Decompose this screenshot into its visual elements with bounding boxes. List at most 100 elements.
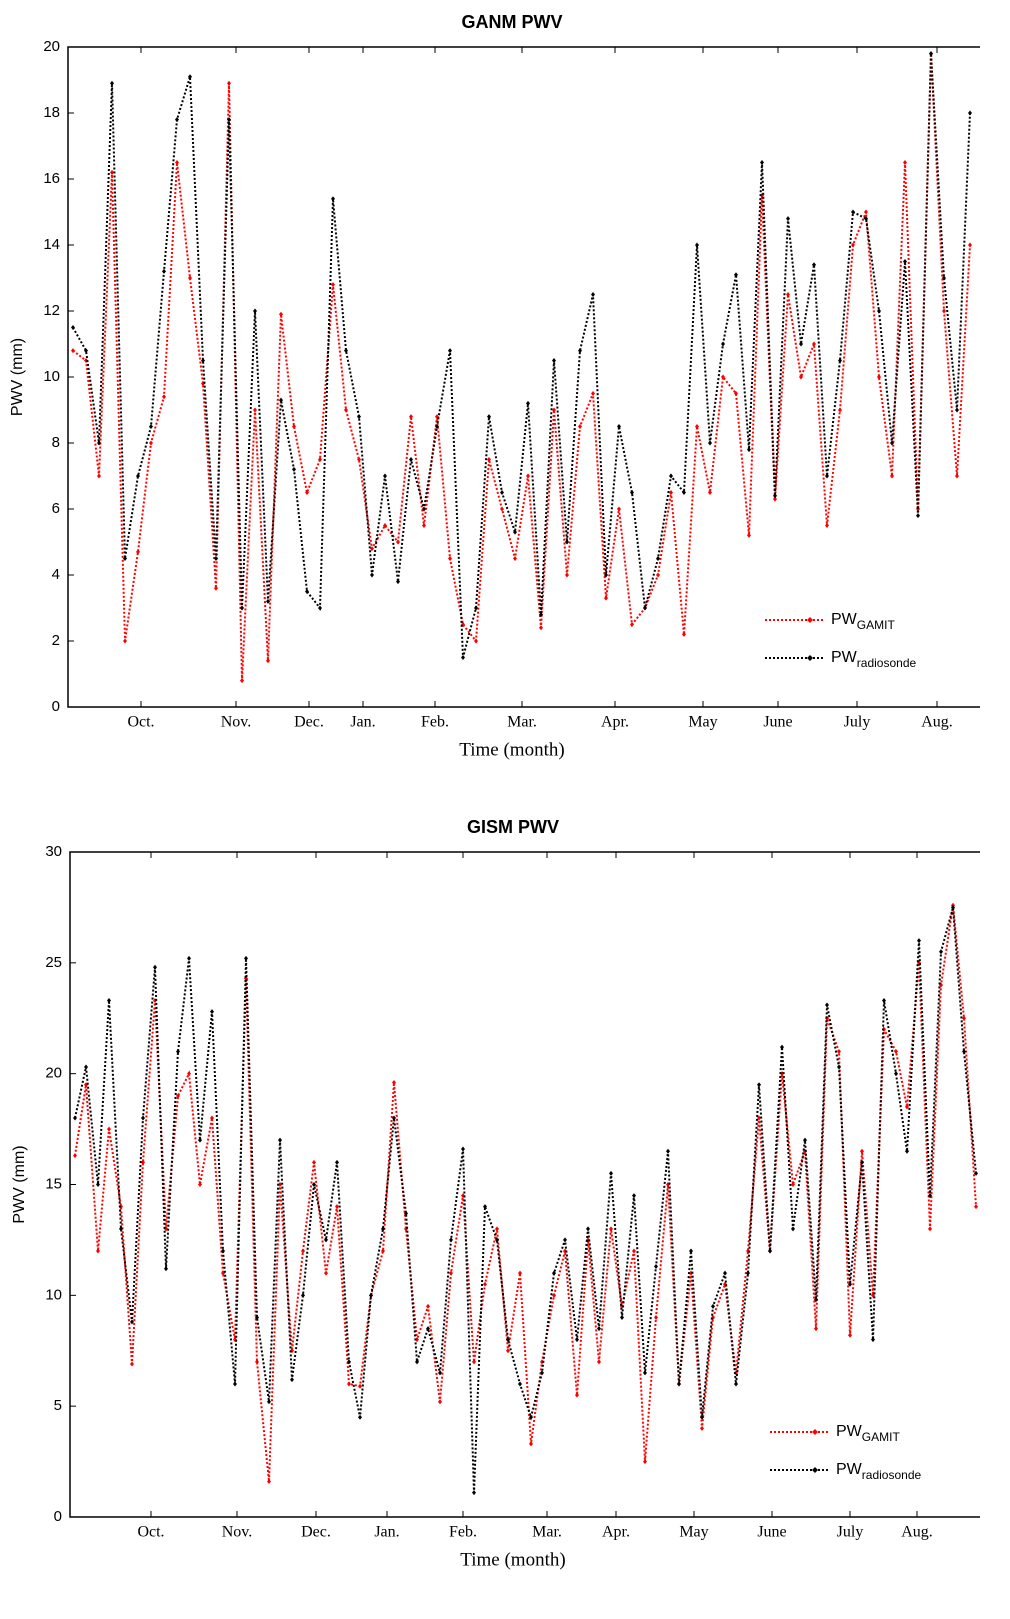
data-point bbox=[369, 1292, 373, 1298]
x-tick-label: July bbox=[837, 1524, 864, 1541]
data-point bbox=[643, 1370, 647, 1376]
data-point bbox=[773, 493, 777, 499]
legend-entry: PWGAMIT bbox=[831, 611, 895, 632]
y-tick-label: 25 bbox=[45, 954, 62, 971]
data-point bbox=[951, 904, 955, 910]
data-point bbox=[267, 1479, 271, 1485]
y-tick-label: 2 bbox=[52, 632, 60, 649]
chart-title: GISM PWV bbox=[467, 817, 559, 837]
data-point bbox=[500, 490, 504, 495]
data-point bbox=[164, 1266, 168, 1272]
data-point bbox=[905, 1148, 909, 1154]
data-point bbox=[422, 506, 426, 512]
data-point bbox=[513, 529, 517, 535]
y-tick-label: 4 bbox=[52, 566, 60, 583]
data-point bbox=[449, 1270, 453, 1276]
data-point bbox=[461, 1146, 465, 1152]
data-point bbox=[415, 1359, 419, 1365]
data-point bbox=[591, 292, 595, 297]
data-point bbox=[331, 282, 335, 288]
y-tick-label: 20 bbox=[45, 1065, 62, 1082]
x-tick-label: Jan. bbox=[374, 1524, 399, 1541]
y-axis-label: PWV (mm) bbox=[9, 338, 26, 416]
data-point bbox=[917, 938, 921, 944]
legend-entry: PWGAMIT bbox=[836, 1423, 900, 1444]
data-point bbox=[746, 1270, 750, 1276]
data-point bbox=[426, 1326, 430, 1332]
data-point bbox=[119, 1204, 123, 1210]
y-tick-label: 8 bbox=[52, 434, 60, 451]
data-point bbox=[483, 1281, 487, 1287]
x-tick-label: Nov. bbox=[221, 714, 252, 731]
x-tick-label: Dec. bbox=[294, 714, 324, 731]
data-point bbox=[882, 998, 886, 1004]
data-point bbox=[617, 506, 621, 512]
data-point bbox=[837, 1064, 841, 1070]
data-point bbox=[448, 348, 452, 354]
data-point bbox=[526, 473, 530, 479]
legend-subscript: radiosonde bbox=[862, 1468, 922, 1482]
data-point bbox=[848, 1281, 852, 1287]
data-point bbox=[227, 117, 231, 123]
data-point bbox=[472, 1359, 476, 1365]
data-point bbox=[539, 625, 543, 631]
legend-name: PW bbox=[831, 611, 858, 628]
data-point bbox=[630, 622, 634, 627]
data-point bbox=[962, 1049, 966, 1054]
y-tick-label: 6 bbox=[52, 500, 60, 517]
data-point bbox=[929, 51, 933, 57]
data-point bbox=[682, 631, 686, 637]
data-point bbox=[305, 490, 309, 495]
data-point bbox=[344, 407, 348, 413]
data-point bbox=[942, 275, 946, 281]
data-point bbox=[84, 348, 88, 354]
legend-subscript: GAMIT bbox=[862, 1430, 901, 1444]
data-point bbox=[747, 532, 751, 538]
data-point bbox=[318, 605, 322, 611]
data-point bbox=[700, 1414, 704, 1420]
data-point bbox=[266, 658, 270, 664]
data-point bbox=[344, 348, 348, 354]
series-line bbox=[72, 53, 971, 658]
data-point bbox=[324, 1237, 328, 1243]
data-point bbox=[472, 1490, 476, 1496]
data-point bbox=[609, 1170, 613, 1176]
data-point bbox=[747, 447, 751, 453]
data-point bbox=[253, 407, 257, 413]
data-point bbox=[780, 1044, 784, 1050]
data-point bbox=[396, 579, 400, 585]
legend-marker bbox=[807, 617, 813, 623]
data-point bbox=[123, 638, 127, 644]
data-point bbox=[292, 466, 296, 472]
x-tick-label: June bbox=[763, 714, 792, 731]
x-tick-label: Mar. bbox=[507, 714, 537, 731]
data-point bbox=[552, 407, 556, 413]
data-point bbox=[894, 1049, 898, 1054]
data-point bbox=[279, 311, 283, 317]
data-point bbox=[689, 1248, 693, 1254]
data-point bbox=[233, 1381, 237, 1387]
data-point bbox=[305, 589, 309, 594]
data-point bbox=[438, 1370, 442, 1376]
data-point bbox=[214, 585, 218, 591]
data-point bbox=[757, 1082, 761, 1088]
data-point bbox=[240, 678, 244, 684]
data-point bbox=[198, 1137, 202, 1143]
data-point bbox=[597, 1326, 601, 1332]
data-point bbox=[448, 556, 452, 561]
data-point bbox=[253, 308, 257, 314]
data-point bbox=[894, 1071, 898, 1077]
data-point bbox=[708, 440, 712, 446]
data-point bbox=[838, 358, 842, 363]
data-point bbox=[188, 275, 192, 281]
data-point bbox=[669, 490, 673, 495]
data-point bbox=[267, 1399, 271, 1405]
data-point bbox=[666, 1148, 670, 1154]
data-point bbox=[435, 424, 439, 429]
data-point bbox=[110, 80, 114, 86]
y-tick-label: 12 bbox=[43, 302, 60, 319]
data-point bbox=[383, 473, 387, 479]
data-point bbox=[335, 1159, 339, 1165]
data-point bbox=[130, 1319, 134, 1325]
data-point bbox=[96, 1248, 100, 1254]
